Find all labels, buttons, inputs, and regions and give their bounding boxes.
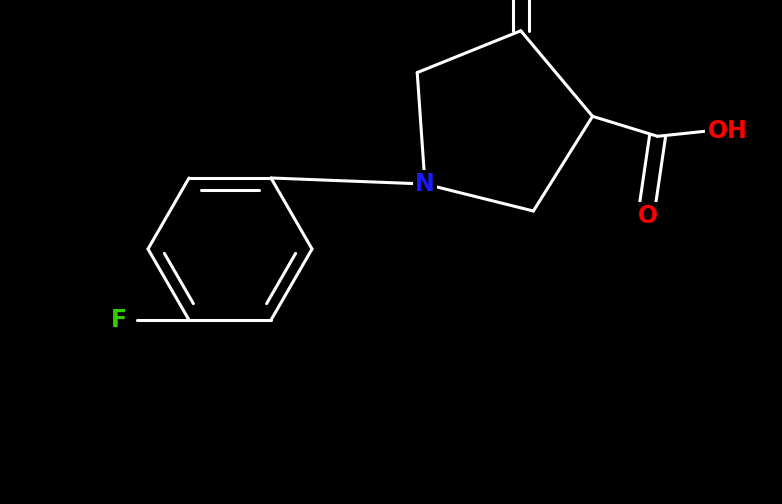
- Text: O: O: [637, 204, 658, 228]
- Text: N: N: [415, 172, 435, 196]
- Text: F: F: [111, 308, 127, 332]
- Text: OH: OH: [708, 119, 748, 143]
